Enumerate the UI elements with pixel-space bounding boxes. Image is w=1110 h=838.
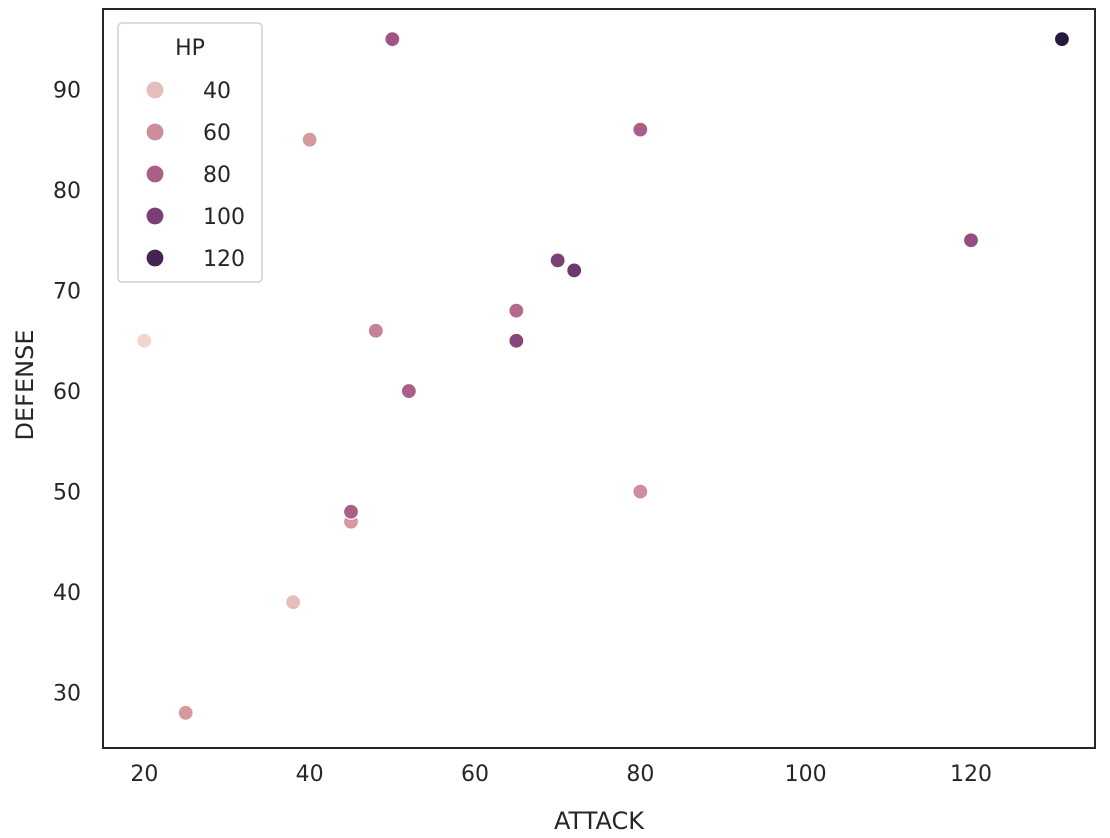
scatter-point xyxy=(342,503,360,520)
scatter-point xyxy=(301,131,318,148)
scatter-point xyxy=(177,704,194,721)
y-tick-label: 30 xyxy=(53,682,81,707)
y-tick-label: 50 xyxy=(53,481,81,506)
legend-box xyxy=(117,22,263,283)
legend-entry: 40 xyxy=(145,79,231,104)
legend-label: 80 xyxy=(203,163,231,188)
legend-marker xyxy=(145,164,165,184)
scatter-point xyxy=(962,232,980,249)
x-tick-label: 20 xyxy=(130,762,158,787)
y-tick-label: 80 xyxy=(53,179,81,204)
x-tick-labels: 20 40 60 80 100 120 xyxy=(130,762,992,787)
scatter-point xyxy=(566,262,583,279)
legend: HP 40 60 80 100 120 xyxy=(117,22,263,283)
scatter-point xyxy=(367,322,384,339)
scatter-point xyxy=(632,121,649,138)
x-tick-label: 80 xyxy=(626,762,654,787)
scatter-point xyxy=(549,252,566,269)
scatter-point xyxy=(508,302,525,319)
scatter-point xyxy=(136,332,153,349)
plot-frame xyxy=(102,8,1096,749)
scatter-point xyxy=(400,382,417,400)
y-tick-labels: 30 40 50 60 70 80 90 xyxy=(53,78,81,706)
x-tick-label: 40 xyxy=(296,762,324,787)
legend-entries: 40 60 80 100 120 xyxy=(145,79,245,272)
legend-label: 120 xyxy=(203,247,245,272)
scatter-point xyxy=(384,31,401,48)
scatter-point xyxy=(1053,31,1071,48)
x-tick-label: 100 xyxy=(785,762,827,787)
legend-entry: 100 xyxy=(145,205,245,230)
legend-marker xyxy=(145,248,165,268)
legend-marker xyxy=(145,122,165,142)
legend-label: 100 xyxy=(203,205,245,230)
y-tick-label: 90 xyxy=(53,78,81,103)
legend-entry: 60 xyxy=(145,121,231,146)
y-axis-label: DEFENSE xyxy=(11,330,39,441)
legend-label: 40 xyxy=(203,79,231,104)
scatter-point xyxy=(285,594,302,611)
legend-entry: 80 xyxy=(145,163,231,188)
legend-label: 60 xyxy=(203,121,231,146)
legend-title: HP xyxy=(175,36,205,61)
y-tick-label: 40 xyxy=(53,581,81,606)
legend-marker xyxy=(145,80,165,100)
y-tick-label: 60 xyxy=(53,380,81,405)
x-tick-label: 120 xyxy=(950,762,992,787)
scatter-point xyxy=(508,332,525,349)
legend-marker xyxy=(145,206,165,226)
points-layer xyxy=(136,31,1071,721)
y-tick-label: 70 xyxy=(53,280,81,305)
legend-entry: 120 xyxy=(145,247,245,272)
scatter-point xyxy=(632,483,649,500)
x-axis-label: ATTACK xyxy=(554,807,645,835)
x-tick-label: 60 xyxy=(461,762,489,787)
